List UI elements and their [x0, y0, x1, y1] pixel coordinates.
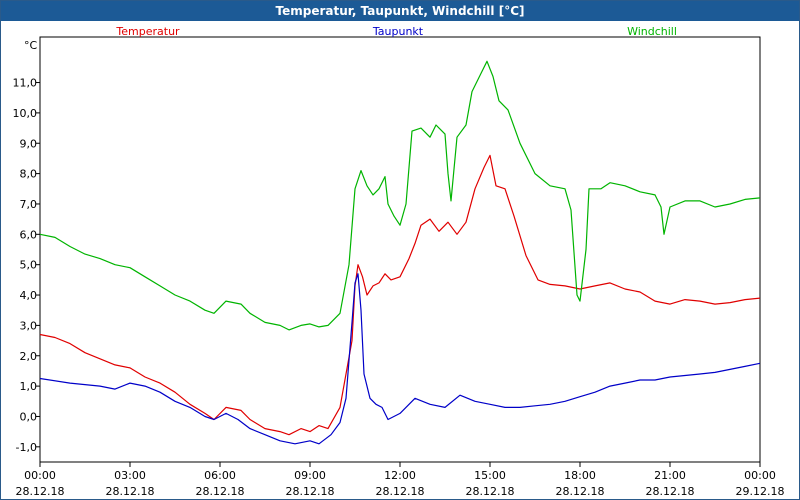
legend-item: Windchill: [627, 25, 677, 38]
plot-area: [39, 36, 761, 463]
x-tick-time: 03:00: [114, 469, 146, 482]
x-tick-date: 28.12.18: [556, 485, 605, 498]
y-tick-label: 11,0: [13, 77, 38, 90]
y-tick-label: 2,0: [20, 350, 38, 363]
series-line-windchill: [39, 60, 761, 331]
x-tick-date: 28.12.18: [286, 485, 335, 498]
legend-item: Temperatur: [115, 25, 180, 38]
x-tick-date: 28.12.18: [376, 485, 425, 498]
x-tick-time: 18:00: [564, 469, 596, 482]
y-tick-label: 8,0: [20, 168, 38, 181]
x-tick-date: 28.12.18: [646, 485, 695, 498]
y-tick-label: 10,0: [13, 107, 38, 120]
x-tick-time: 00:00: [24, 469, 56, 482]
x-tick-time: 21:00: [654, 469, 686, 482]
y-tick-label: 5,0: [20, 259, 38, 272]
x-tick-time: 00:00: [744, 469, 776, 482]
y-tick-label: 9,0: [20, 137, 38, 150]
x-tick-date: 28.12.18: [196, 485, 245, 498]
chart-axes: [36, 36, 761, 467]
legend-item: Taupunkt: [372, 25, 424, 38]
x-tick-date: 29.12.18: [736, 485, 785, 498]
y-tick-label: 6,0: [20, 228, 38, 241]
y-tick-label: 0,0: [20, 410, 38, 423]
y-tick-label: 7,0: [20, 198, 38, 211]
series-line-temperatur: [39, 154, 761, 436]
x-tick-date: 28.12.18: [466, 485, 515, 498]
x-tick-time: 09:00: [294, 469, 326, 482]
chart-title: Temperatur, Taupunkt, Windchill [°C]: [1, 1, 799, 21]
x-tick-time: 15:00: [474, 469, 506, 482]
y-axis-unit: °C: [24, 39, 38, 52]
x-tick-date: 28.12.18: [16, 485, 65, 498]
series-line-taupunkt: [39, 273, 761, 445]
chart-legend: Temperatur Taupunkt Windchill: [115, 25, 677, 38]
y-tick-label: 3,0: [20, 319, 38, 332]
y-tick-label: -1,0: [16, 441, 37, 454]
chart-series: [39, 60, 761, 445]
x-tick-date: 28.12.18: [106, 485, 155, 498]
y-tick-label: 4,0: [20, 289, 38, 302]
x-tick-time: 12:00: [384, 469, 416, 482]
x-tick-time: 06:00: [204, 469, 236, 482]
y-tick-label: 1,0: [20, 380, 38, 393]
x-axis-ticks: 00:00 28.12.18 03:00 28.12.18 06:00 28.12.18 0…: [16, 469, 785, 498]
y-axis-ticks: -1,0 0,0 1,0 2,0 3,0 4,0 5,0 6,0 7,0 8,0 9,0 10,0 11…: [13, 39, 38, 454]
